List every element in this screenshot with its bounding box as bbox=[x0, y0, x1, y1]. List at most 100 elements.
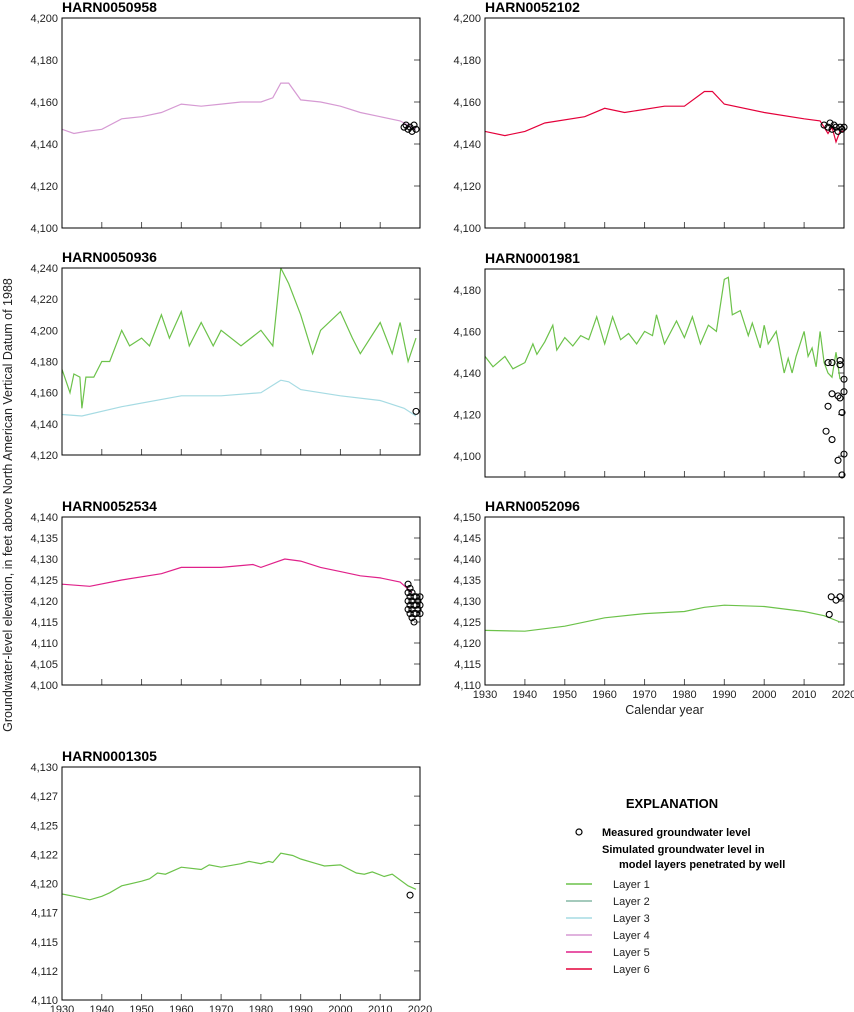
legend-measured-marker bbox=[575, 828, 583, 836]
legend-label-layer-1: Layer 1 bbox=[613, 879, 650, 891]
y-tick-label: 4,110 bbox=[31, 995, 58, 1007]
measured-point bbox=[836, 361, 844, 369]
measured-point bbox=[406, 891, 414, 899]
y-tick-label: 4,130 bbox=[30, 554, 58, 566]
y-tick-label: 4,127 bbox=[30, 791, 58, 803]
measured-point bbox=[404, 125, 412, 133]
measured-point bbox=[412, 593, 420, 601]
measured-point bbox=[836, 356, 844, 365]
series-layer-1 bbox=[62, 852, 417, 901]
measured-point bbox=[838, 408, 846, 417]
series-layer-3 bbox=[62, 379, 417, 417]
measured-point bbox=[414, 605, 422, 613]
measured-point bbox=[828, 125, 836, 133]
y-tick-label: 4,110 bbox=[31, 638, 58, 650]
y-tick-label: 4,100 bbox=[30, 223, 58, 235]
measured-point bbox=[406, 584, 414, 592]
x-axis-label: Calendar year bbox=[625, 703, 704, 717]
x-tick-label: 1990 bbox=[712, 689, 736, 701]
panel-harn0001305: HARN0001305 4,110 4,112 4,115 4,117 4,120 4,12… bbox=[30, 748, 432, 1012]
series-layer-1 bbox=[62, 268, 417, 409]
measured-point bbox=[412, 407, 420, 415]
measured-point bbox=[404, 605, 412, 613]
measured-point bbox=[406, 123, 414, 131]
x-tick-label: 1970 bbox=[209, 1004, 233, 1012]
measured-point bbox=[408, 127, 416, 135]
measured-point bbox=[824, 123, 832, 131]
legend-label-layer-2: Layer 2 bbox=[613, 896, 650, 908]
measured-point bbox=[824, 359, 832, 367]
measured-point bbox=[820, 121, 828, 129]
panel-harn0001981: HARN0001981 4,100 4,120 4,140 4,160 4,180 bbox=[453, 250, 848, 479]
measured-point bbox=[412, 125, 420, 133]
panel-harn0050958: HARN0050958 4,100 4,120 4,140 4,160 4,180 4,20… bbox=[30, 0, 421, 235]
y-tick-label: 4,140 bbox=[30, 512, 58, 524]
x-tick-label: 1940 bbox=[90, 1004, 114, 1012]
y-tick-label: 4,122 bbox=[30, 849, 58, 861]
y-tick-label: 4,240 bbox=[30, 263, 58, 275]
y-tick-label: 4,120 bbox=[30, 450, 58, 462]
measured-point bbox=[410, 618, 418, 626]
y-tick-label: 4,135 bbox=[30, 533, 58, 545]
y-tick-label: 4,200 bbox=[30, 325, 58, 337]
legend-measured-label: Measured groundwater level bbox=[602, 827, 751, 839]
y-tick-label: 4,100 bbox=[453, 451, 481, 463]
y-tick-label: 4,220 bbox=[30, 294, 58, 306]
y-tick-label: 4,112 bbox=[31, 966, 58, 978]
legend-label-layer-6: Layer 6 bbox=[613, 964, 650, 976]
plot-frame bbox=[61, 267, 421, 456]
measured-point bbox=[402, 121, 410, 129]
y-tick-label: 4,120 bbox=[30, 596, 58, 608]
panel-title: HARN0001305 bbox=[62, 748, 157, 764]
measured-point bbox=[836, 394, 844, 402]
y-tick-label: 4,115 bbox=[31, 937, 58, 949]
x-tick-label: 2020 bbox=[832, 689, 854, 701]
x-tick-label: 1930 bbox=[473, 689, 497, 701]
plot-frame bbox=[61, 516, 421, 686]
series-layer-1 bbox=[485, 604, 841, 632]
x-tick-label: 1950 bbox=[129, 1004, 153, 1012]
series-layer-5 bbox=[62, 558, 413, 594]
x-tick-label: 1960 bbox=[592, 689, 616, 701]
x-tick-label: 2000 bbox=[328, 1004, 352, 1012]
measured-point bbox=[838, 471, 846, 479]
measured-point bbox=[408, 614, 416, 622]
panel-harn0052534: HARN0052534 4,100 4,105 4,110 4,115 4,120 4,12… bbox=[30, 498, 424, 692]
plot-frame bbox=[484, 516, 845, 686]
y-tick-label: 4,140 bbox=[453, 139, 481, 151]
y-tick-label: 4,120 bbox=[453, 410, 481, 422]
panel-title: HARN0052096 bbox=[485, 498, 580, 514]
y-tick-label: 4,140 bbox=[453, 554, 481, 566]
y-tick-label: 4,130 bbox=[30, 762, 58, 774]
y-tick-label: 4,200 bbox=[453, 13, 481, 25]
y-tick-label: 4,100 bbox=[30, 680, 58, 692]
panel-title: HARN0001981 bbox=[485, 250, 580, 266]
y-tick-label: 4,140 bbox=[453, 368, 481, 380]
measured-point bbox=[834, 456, 842, 464]
measured-point bbox=[836, 123, 844, 131]
legend: EXPLANATION Measured groundwater level S… bbox=[566, 796, 785, 976]
measured-point bbox=[830, 121, 838, 129]
measured-point bbox=[836, 593, 844, 601]
plot-frame bbox=[61, 766, 421, 1001]
y-tick-label: 4,200 bbox=[30, 13, 58, 25]
x-tick-label: 2010 bbox=[792, 689, 816, 701]
y-tick-label: 4,160 bbox=[30, 97, 58, 109]
y-tick-label: 4,160 bbox=[453, 326, 481, 338]
x-tick-label: 2010 bbox=[368, 1004, 392, 1012]
legend-label-layer-5: Layer 5 bbox=[613, 947, 650, 959]
measured-point bbox=[412, 610, 420, 618]
measured-point bbox=[832, 123, 840, 131]
x-tick-label: 1970 bbox=[632, 689, 656, 701]
x-tick-label: 1980 bbox=[249, 1004, 273, 1012]
panel-title: HARN0050936 bbox=[62, 249, 157, 265]
x-tick-label: 1990 bbox=[288, 1004, 312, 1012]
legend-simulated-line1: Simulated groundwater level in bbox=[602, 844, 765, 856]
series-layer-4 bbox=[62, 82, 417, 135]
panel-title: HARN0052102 bbox=[485, 0, 580, 15]
x-tick-label: 1940 bbox=[513, 689, 537, 701]
y-tick-label: 4,115 bbox=[454, 659, 481, 671]
measured-point bbox=[822, 427, 830, 435]
series-layer-6 bbox=[485, 90, 844, 144]
measured-point bbox=[828, 359, 836, 367]
